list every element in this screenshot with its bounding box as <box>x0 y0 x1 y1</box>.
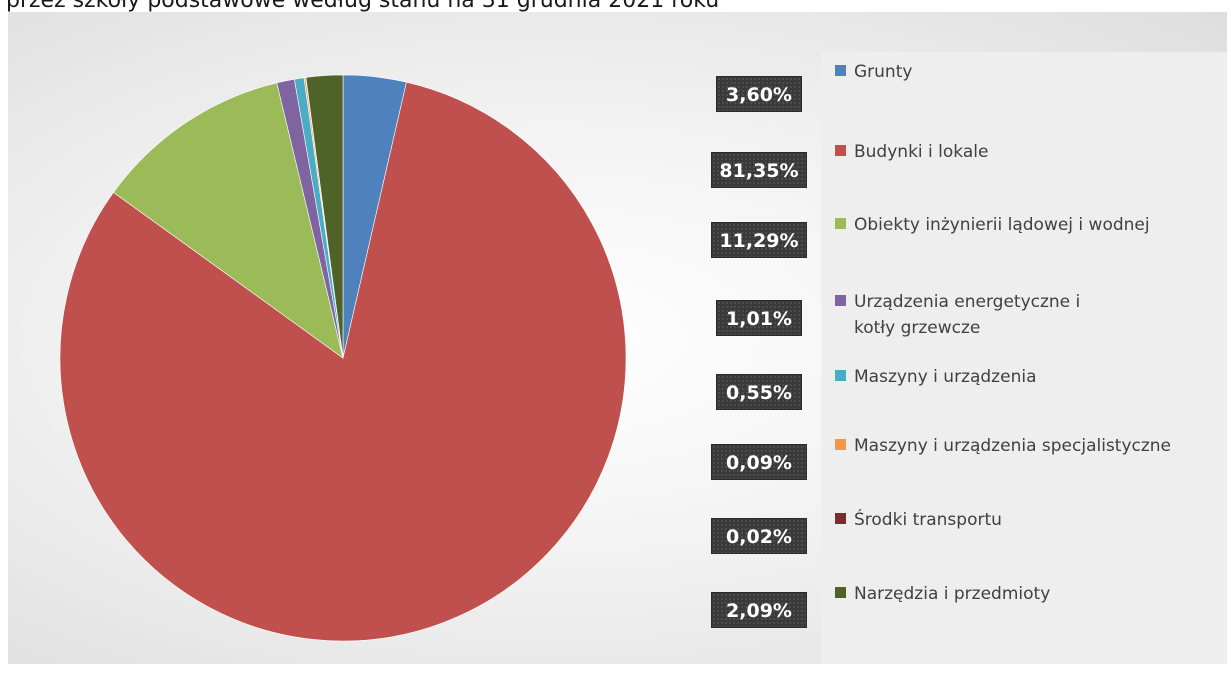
legend-swatch <box>835 65 846 76</box>
pie-slice-2 <box>59 81 627 642</box>
data-label: 0,09% <box>711 444 807 480</box>
legend-label: Budynki i lokale <box>854 142 989 162</box>
legend-swatch <box>835 295 846 306</box>
legend-swatch <box>835 513 846 524</box>
legend-label: Narzędzia i przedmioty <box>854 584 1051 604</box>
data-label: 81,35% <box>711 152 807 188</box>
data-label: 0,55% <box>716 374 802 410</box>
legend-swatch <box>835 145 846 156</box>
data-label: 1,01% <box>716 300 802 336</box>
legend-swatch <box>835 587 846 598</box>
chart-caption: przez szkoły podstawowe według stanu na … <box>6 0 720 13</box>
legend-swatch <box>835 370 846 381</box>
chart-area: Grunty 3,60% Budynki i lokale 81,35% Obiekty… <box>8 12 1227 664</box>
legend-swatch <box>835 218 846 229</box>
pie-chart <box>59 74 627 642</box>
pie-slice-8 <box>305 74 344 359</box>
legend-label: Środki transportu <box>854 510 1002 530</box>
legend-panel <box>821 52 1227 664</box>
legend-label: Grunty <box>854 62 913 82</box>
data-label: 3,60% <box>716 76 802 112</box>
data-label: 11,29% <box>711 222 807 258</box>
legend-swatch <box>835 439 846 450</box>
legend-label: Urządzenia energetyczne i kotły grzewcze <box>854 292 1081 338</box>
legend-label: Maszyny i urządzenia <box>854 367 1037 387</box>
data-label: 2,09% <box>711 592 807 628</box>
legend-label: Maszyny i urządzenia specjalistyczne <box>854 436 1172 456</box>
data-label: 0,02% <box>711 518 807 554</box>
pie-slice-3 <box>113 82 344 359</box>
legend-label: Obiekty inżynierii lądowej i wodnej <box>854 215 1150 235</box>
